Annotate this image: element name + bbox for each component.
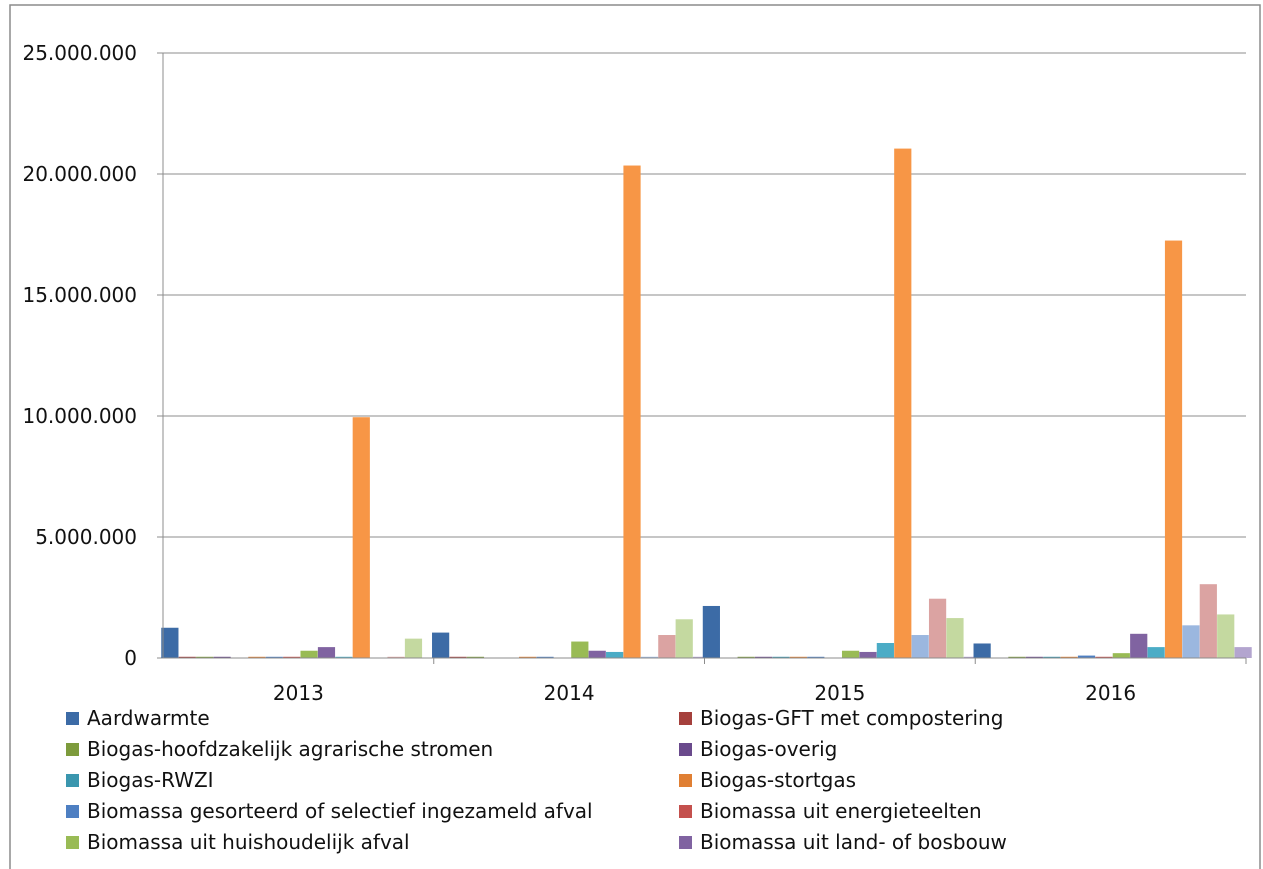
- y-tick-label: 20.000.000: [22, 162, 137, 186]
- gridlines: [163, 52, 1246, 538]
- bar: [387, 656, 405, 658]
- bar: [300, 650, 318, 658]
- bar: [404, 638, 423, 658]
- bar: [859, 651, 877, 658]
- bar: [702, 605, 720, 658]
- bar: [1112, 653, 1130, 658]
- legend-swatch: [679, 805, 692, 818]
- legend-swatch: [66, 774, 79, 787]
- bar: [1130, 633, 1148, 658]
- bar: [754, 656, 773, 658]
- x-tick-label: 2013: [273, 681, 324, 705]
- bar: [449, 656, 467, 658]
- bar: [1182, 625, 1200, 658]
- bars: [161, 148, 1252, 659]
- x-tick-label: 2015: [814, 681, 865, 705]
- bar: [1025, 656, 1043, 658]
- bar: [432, 632, 450, 658]
- bar: [973, 643, 991, 658]
- legend-label: Biogas-hoofdzakelijk agrarische stromen: [87, 737, 493, 761]
- bar: [841, 650, 860, 658]
- bar: [1060, 656, 1078, 658]
- y-axis-ticks: 0 5.000.000 10.000.000 15.000.000 20.000.000…: [22, 41, 163, 670]
- bar: [317, 647, 336, 658]
- legend-label: Aardwarmte: [87, 706, 210, 730]
- y-tick-label: 0: [124, 646, 137, 670]
- bar: [640, 656, 659, 658]
- bar: [335, 656, 353, 658]
- x-axis-ticks: 2013 2014 2015 2016: [273, 658, 1247, 705]
- bar: [789, 656, 807, 658]
- legend-swatch: [66, 836, 79, 849]
- bar: [1164, 240, 1183, 659]
- legend-swatch: [679, 774, 692, 787]
- legend-swatch: [66, 712, 79, 725]
- legend-swatch: [679, 712, 692, 725]
- bar: [1077, 655, 1096, 658]
- bar: [283, 656, 301, 658]
- bar: [772, 656, 790, 658]
- legend: Aardwarmte Biogas-GFT met compostering Bio…: [66, 706, 1007, 854]
- x-tick-label: 2016: [1085, 681, 1136, 705]
- bar: [876, 642, 894, 658]
- bar: [1234, 647, 1252, 658]
- bar: [693, 656, 711, 658]
- bar: [248, 656, 266, 658]
- bar: [466, 656, 485, 658]
- bar: [946, 618, 964, 658]
- legend-label: Biogas-RWZI: [87, 768, 214, 792]
- legend-swatch: [679, 836, 692, 849]
- legend-label: Biomassa uit huishoudelijk afval: [87, 830, 410, 854]
- legend-swatch: [66, 743, 79, 756]
- bar: [675, 619, 693, 658]
- bar: [265, 656, 283, 658]
- legend-label: Biogas-stortgas: [700, 768, 856, 792]
- bar: [588, 650, 606, 658]
- bar: [161, 627, 179, 658]
- legend-swatch: [679, 743, 692, 756]
- bar: [894, 148, 912, 658]
- legend-label: Biogas-overig: [700, 737, 837, 761]
- bar: [213, 656, 231, 658]
- bar: [623, 165, 641, 658]
- bar: [196, 656, 214, 658]
- bar: [911, 635, 929, 658]
- bar: [1008, 656, 1026, 658]
- bar: [1147, 647, 1165, 658]
- legend-label: Biogas-GFT met compostering: [700, 706, 1003, 730]
- bar: [536, 656, 554, 658]
- bar: [519, 656, 537, 658]
- bar: [658, 635, 676, 658]
- bar: [606, 651, 624, 658]
- bar: [352, 417, 370, 658]
- legend-label: Biomassa gesorteerd of selectief ingezam…: [87, 799, 593, 823]
- bar: [1043, 656, 1061, 658]
- legend-label: Biomassa uit energieteelten: [700, 799, 982, 823]
- bar: [1199, 584, 1217, 658]
- bar: [737, 656, 755, 658]
- x-tick-label: 2014: [544, 681, 595, 705]
- bar: [807, 656, 825, 658]
- bar: [178, 656, 196, 658]
- bar: [928, 598, 947, 658]
- legend-swatch: [66, 805, 79, 818]
- bar: [1095, 656, 1113, 658]
- legend-label: Biomassa uit land- of bosbouw: [700, 830, 1007, 854]
- y-tick-label: 10.000.000: [22, 404, 137, 428]
- y-tick-label: 25.000.000: [22, 41, 137, 65]
- y-tick-label: 5.000.000: [35, 525, 137, 549]
- bar: [963, 656, 981, 658]
- y-tick-label: 15.000.000: [22, 283, 137, 307]
- bar: [1217, 614, 1235, 658]
- bar: [571, 641, 589, 658]
